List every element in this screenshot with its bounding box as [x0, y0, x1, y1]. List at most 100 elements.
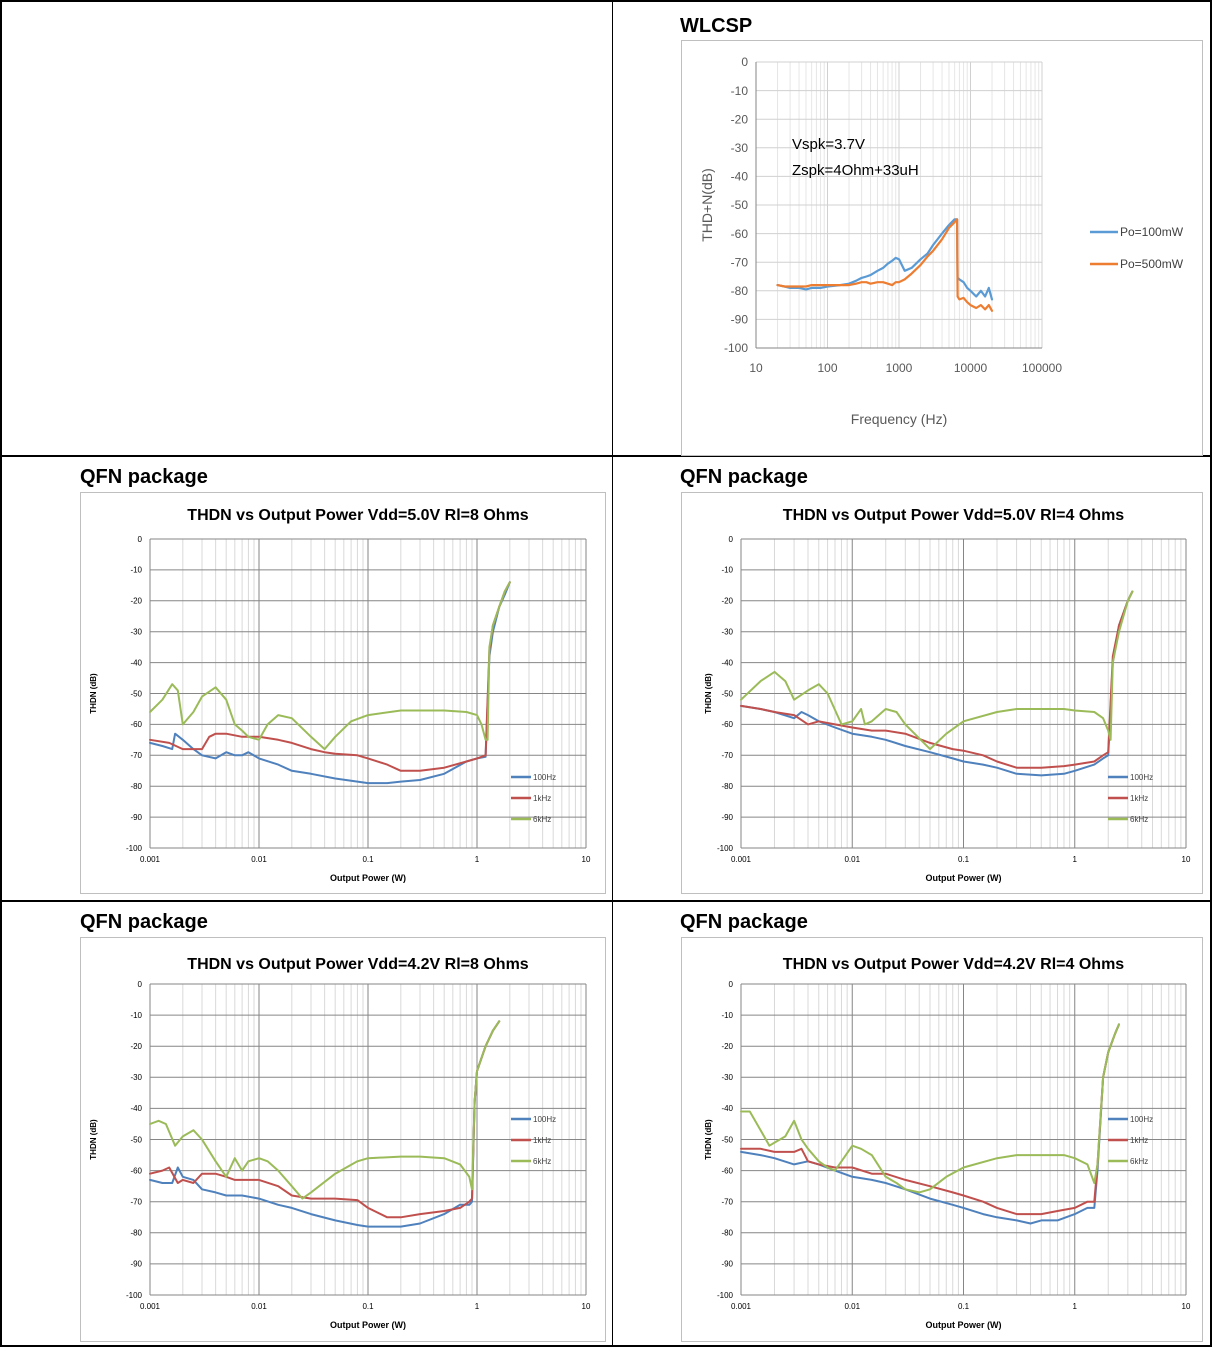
y-tick-label: -20	[721, 597, 733, 606]
legend-label: 100Hz	[533, 1115, 556, 1124]
x-axis-label: Output Power (W)	[926, 1320, 1002, 1330]
x-tick-label: 10	[749, 361, 763, 375]
x-tick-label: 10000	[954, 361, 988, 375]
x-tick-label: 0.01	[251, 1302, 267, 1311]
x-tick-label: 0.001	[140, 855, 161, 864]
y-tick-label: 0	[138, 980, 143, 989]
x-axis-label: Output Power (W)	[330, 873, 406, 883]
series-line-Po=100mW	[776, 218, 994, 301]
x-axis-label: Frequency (Hz)	[851, 411, 947, 427]
x-tick-label: 10	[1182, 855, 1191, 864]
qfn-5v-4ohm-chart-svg: 0 -10 -20 -30 -40 -50 -60 -70 -80 -90 -100 0.001 0.0…	[704, 507, 1191, 883]
chart-annotation: Vspk=3.7V	[792, 136, 865, 153]
y-tick-label: -50	[130, 1135, 142, 1144]
y-axis-label: THDN (dB)	[89, 1119, 98, 1160]
qfn-title-2: QFN package	[680, 466, 808, 488]
legend-label: 100Hz	[1130, 773, 1153, 782]
y-tick-label: -20	[130, 1042, 142, 1051]
y-tick-label: -100	[717, 1291, 734, 1300]
y-tick-label: -40	[130, 658, 142, 667]
qfn-5v-8ohm-chart-svg: 0 -10 -20 -30 -40 -50 -60 -70 -80 -90 -100 0.001 0.0…	[89, 507, 591, 883]
y-axis-label: THDN (dB)	[704, 1119, 713, 1160]
legend-label: 1kHz	[1130, 1136, 1148, 1145]
y-tick-label: -70	[731, 255, 749, 269]
legend-label: 6kHz	[1130, 1157, 1148, 1166]
x-tick-label: 0.01	[251, 855, 267, 864]
x-tick-label: 10	[1182, 1302, 1191, 1311]
y-tick-label: -10	[130, 1011, 142, 1020]
y-tick-label: -10	[731, 84, 749, 98]
legend-label: Po=500mW	[1120, 257, 1184, 271]
series-line-1kHz	[740, 1023, 1120, 1216]
y-tick-label: 0	[729, 535, 734, 544]
series-line-1kHz	[740, 590, 1134, 769]
y-tick-label: -20	[721, 1042, 733, 1051]
series-line-100Hz	[740, 590, 1134, 777]
y-axis-label: THD+N(dB)	[699, 168, 715, 242]
table-column-divider	[612, 0, 613, 1347]
legend-label: 6kHz	[1130, 815, 1148, 824]
y-tick-label: -90	[130, 1260, 142, 1269]
y-tick-label: -30	[721, 628, 733, 637]
x-tick-label: 0.1	[958, 855, 970, 864]
y-tick-label: -90	[721, 813, 733, 822]
y-tick-label: -10	[130, 566, 142, 575]
y-tick-label: -90	[721, 1260, 733, 1269]
y-tick-label: -20	[130, 597, 142, 606]
x-tick-label: 0.1	[958, 1302, 970, 1311]
y-tick-label: 0	[138, 535, 143, 544]
y-tick-label: -40	[721, 1104, 733, 1113]
series-line-6kHz	[740, 1023, 1120, 1194]
chart-title: THDN vs Output Power Vdd=4.2V Rl=4 Ohms	[783, 956, 1125, 973]
x-tick-label: 0.1	[362, 855, 374, 864]
y-tick-label: -60	[130, 1166, 142, 1175]
x-axis-label: Output Power (W)	[330, 1320, 406, 1330]
x-axis-label: Output Power (W)	[926, 873, 1002, 883]
legend-label: Po=100mW	[1120, 225, 1184, 239]
qfn-title-4: QFN package	[680, 911, 808, 933]
y-tick-label: -80	[130, 782, 142, 791]
x-tick-label: 10	[582, 1302, 591, 1311]
y-tick-label: -80	[721, 1229, 733, 1238]
x-tick-label: 0.001	[731, 1302, 752, 1311]
y-tick-label: -100	[717, 844, 734, 853]
table-border-bottom	[0, 1345, 1212, 1347]
y-tick-label: -50	[721, 689, 733, 698]
table-border-top	[0, 0, 1212, 2]
y-tick-label: -30	[731, 141, 749, 155]
wlcsp-chart: 0 -10 -20 -30 -40 -50 -60 -70 -80 -90 -100 10 100 100…	[681, 40, 1203, 456]
y-tick-label: -20	[731, 112, 749, 126]
x-tick-label: 10	[582, 855, 591, 864]
y-tick-label: -40	[731, 170, 749, 184]
y-tick-label: -60	[721, 720, 733, 729]
y-tick-label: 0	[741, 55, 748, 69]
x-tick-label: 100	[817, 361, 837, 375]
y-tick-label: 0	[729, 980, 734, 989]
x-tick-label: 0.01	[844, 855, 860, 864]
y-tick-label: -10	[721, 566, 733, 575]
y-axis-label: THDN (dB)	[704, 673, 713, 714]
y-tick-label: -10	[721, 1011, 733, 1020]
x-tick-label: 0.1	[362, 1302, 374, 1311]
legend-label: 6kHz	[533, 1157, 551, 1166]
x-tick-label: 1	[475, 1302, 480, 1311]
series-line-Po=500mW	[776, 218, 994, 312]
y-tick-label: -70	[130, 1198, 142, 1207]
legend-label: 100Hz	[1130, 1115, 1153, 1124]
x-tick-label: 1	[475, 855, 480, 864]
qfn-4v2-4ohm-chart-svg: 0 -10 -20 -30 -40 -50 -60 -70 -80 -90 -100 0.001 0.0…	[704, 956, 1191, 1330]
y-tick-label: -70	[130, 751, 142, 760]
x-tick-label: 0.001	[731, 855, 752, 864]
y-tick-label: -40	[130, 1104, 142, 1113]
wlcsp-title: WLCSP	[680, 15, 753, 37]
legend-label: 1kHz	[533, 1136, 551, 1145]
y-tick-label: -40	[721, 658, 733, 667]
chart-annotation: Zspk=4Ohm+33uH	[792, 162, 919, 179]
series-line-6kHz	[149, 581, 511, 751]
y-tick-label: -100	[724, 341, 748, 355]
x-tick-label: 1	[1073, 1302, 1078, 1311]
qfn-4v2-8ohm-chart-svg: 0 -10 -20 -30 -40 -50 -60 -70 -80 -90 -100 0.001 0.0…	[89, 956, 591, 1330]
qfn-title-3: QFN package	[80, 911, 208, 933]
qfn-title-1: QFN package	[80, 466, 208, 488]
